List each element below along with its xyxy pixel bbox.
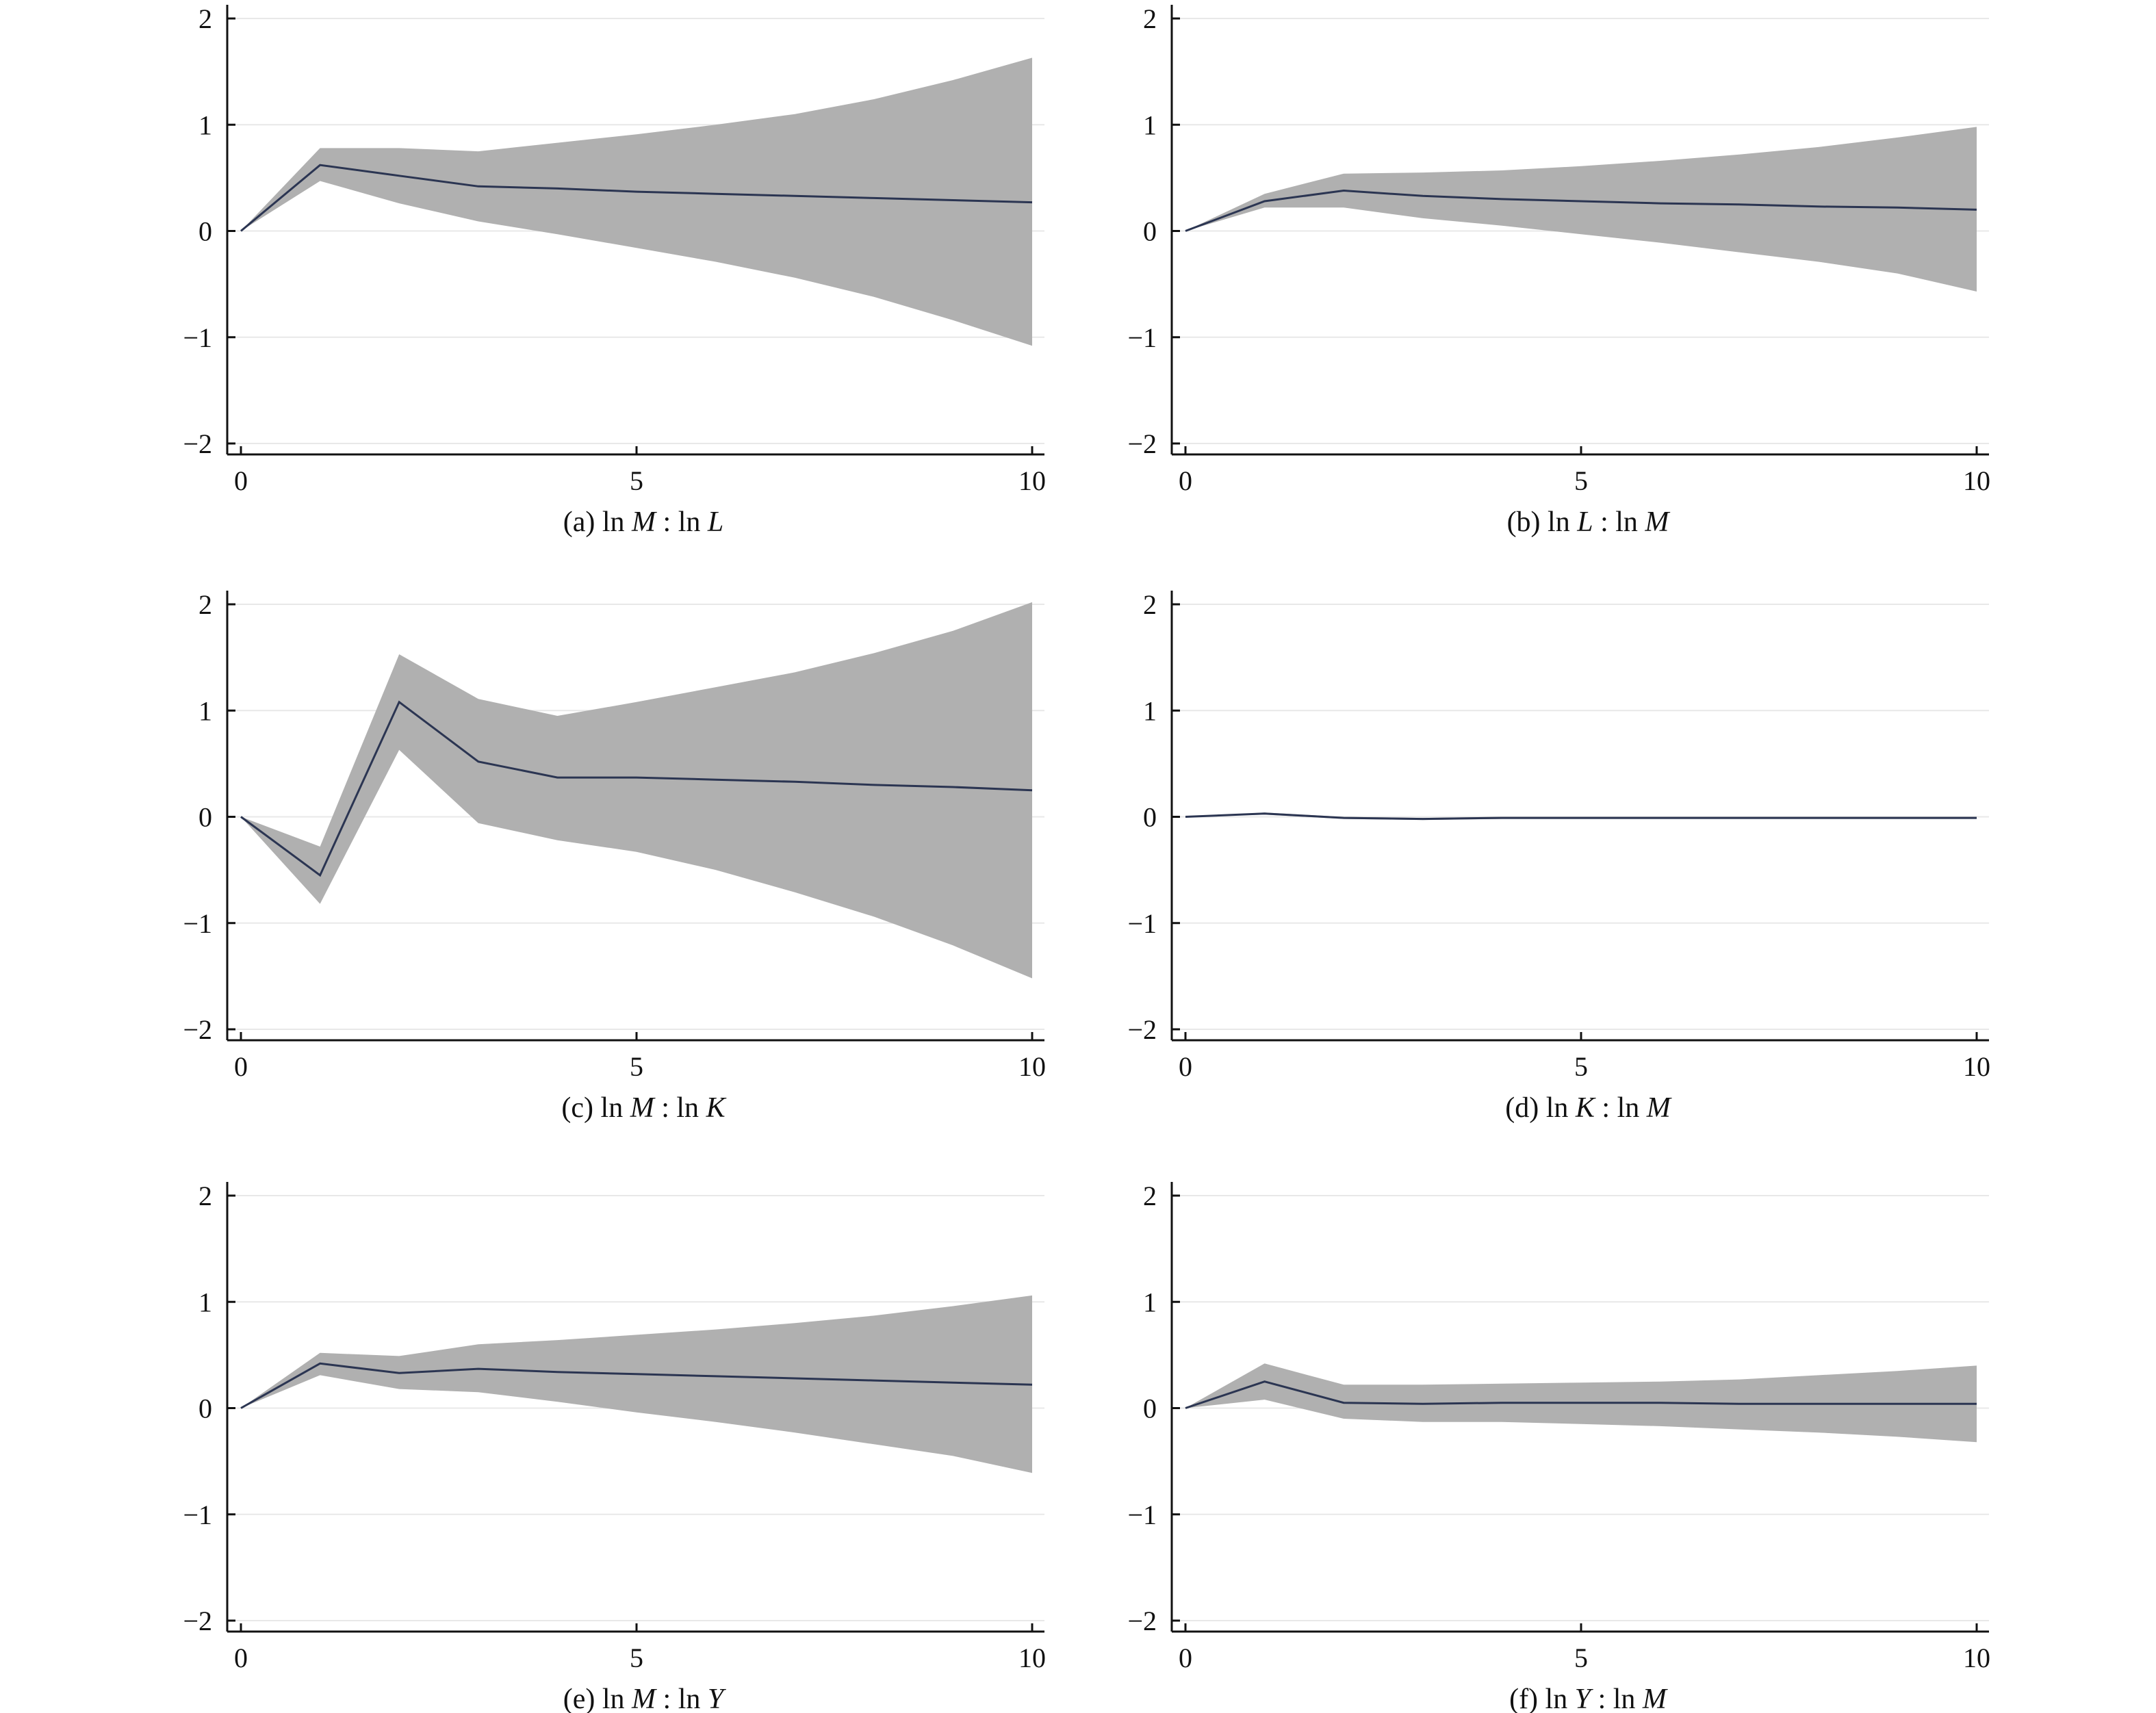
y-tick-label: −2 bbox=[183, 428, 212, 459]
y-tick-label: 2 bbox=[198, 1181, 212, 1211]
x-tick-label: 5 bbox=[1574, 1643, 1588, 1673]
confidence-band bbox=[241, 602, 1032, 979]
chart-panel-e: 210−1−20 5 10(e) ln M : ln Y bbox=[183, 1181, 1046, 1713]
y-tick-label: −2 bbox=[1127, 1606, 1157, 1636]
caption-prefix: (f) ln bbox=[1509, 1684, 1575, 1713]
caption-sep: : ln bbox=[656, 506, 708, 538]
y-tick-label: 1 bbox=[198, 110, 212, 140]
confidence-band bbox=[1185, 127, 1977, 292]
panel-caption: (d) ln K : ln M bbox=[1505, 1092, 1672, 1124]
x-tick-label: 10 bbox=[1963, 1643, 1990, 1673]
caption-var1: L bbox=[1576, 506, 1593, 538]
chart-panel-c: 210−1−20 5 10(c) ln M : ln K bbox=[183, 589, 1046, 1124]
x-tick-label: 10 bbox=[1018, 1051, 1046, 1082]
x-tick-label: 5 bbox=[1574, 465, 1588, 496]
caption-var2: K bbox=[706, 1092, 727, 1124]
y-tick-label: 0 bbox=[198, 802, 212, 833]
x-tick-label: 5 bbox=[630, 1643, 643, 1673]
response-line bbox=[240, 700, 1033, 877]
caption-sep: : ln bbox=[1591, 1684, 1643, 1713]
y-tick-label: −1 bbox=[1127, 322, 1157, 353]
caption-var1: K bbox=[1575, 1092, 1596, 1124]
chart-panel-a: 210−1−20 5 10(a) ln M : ln L bbox=[183, 3, 1046, 538]
chart-panel-d: 210−1−20 5 10(d) ln K : ln M bbox=[1127, 589, 1990, 1124]
y-tick-label: 2 bbox=[198, 3, 212, 34]
caption-var2: M bbox=[1646, 1092, 1672, 1124]
y-tick-label: −1 bbox=[1127, 1499, 1157, 1530]
response-line bbox=[1185, 189, 1977, 232]
x-tick-label: 0 bbox=[1179, 1643, 1192, 1673]
confidence-band bbox=[241, 57, 1032, 346]
y-tick-label: −2 bbox=[183, 1606, 212, 1636]
chart-panel-f: 210−1−20 5 10(f) ln Y : ln M bbox=[1127, 1181, 1990, 1713]
y-tick-label: 2 bbox=[1143, 3, 1157, 34]
y-tick-label: 0 bbox=[1143, 216, 1157, 247]
caption-var1: Y bbox=[1575, 1684, 1594, 1713]
x-tick-label: 0 bbox=[234, 1051, 248, 1082]
caption-prefix: (c) ln bbox=[561, 1092, 630, 1124]
y-tick-label: 2 bbox=[1143, 1181, 1157, 1211]
caption-var1: M bbox=[630, 1092, 656, 1124]
y-tick-label: −1 bbox=[1127, 908, 1157, 939]
caption-prefix: (d) ln bbox=[1505, 1092, 1576, 1124]
panel-caption: (b) ln L : ln M bbox=[1507, 506, 1671, 538]
x-tick-label: 10 bbox=[1963, 465, 1990, 496]
response-line bbox=[1185, 1380, 1977, 1409]
y-tick-label: 1 bbox=[1143, 1287, 1157, 1317]
y-tick-label: 1 bbox=[198, 695, 212, 726]
caption-var2: L bbox=[707, 506, 723, 538]
x-tick-label: 10 bbox=[1018, 465, 1046, 496]
caption-prefix: (a) ln bbox=[563, 506, 632, 538]
x-tick-label: 5 bbox=[630, 1051, 643, 1082]
x-tick-label: 5 bbox=[630, 465, 643, 496]
panel-caption: (c) ln M : ln K bbox=[561, 1092, 726, 1124]
x-tick-label: 5 bbox=[1574, 1051, 1588, 1082]
confidence-band bbox=[241, 1295, 1032, 1473]
y-tick-label: −2 bbox=[183, 1014, 212, 1045]
y-tick-label: 0 bbox=[198, 1393, 212, 1424]
x-tick-label: 0 bbox=[1179, 1051, 1192, 1082]
chart-panel-b: 210−1−20 5 10(b) ln L : ln M bbox=[1127, 3, 1990, 538]
y-tick-label: 0 bbox=[198, 216, 212, 247]
caption-var1: M bbox=[631, 506, 657, 538]
caption-var2: M bbox=[1644, 506, 1670, 538]
y-tick-label: 0 bbox=[1143, 802, 1157, 833]
y-tick-label: 1 bbox=[198, 1287, 212, 1317]
panel-caption: (f) ln Y : ln M bbox=[1509, 1684, 1668, 1713]
x-tick-label: 0 bbox=[1179, 465, 1192, 496]
caption-prefix: (e) ln bbox=[563, 1684, 632, 1713]
caption-sep: : ln bbox=[654, 1092, 706, 1124]
caption-sep: : ln bbox=[656, 1684, 708, 1713]
panel-caption: (e) ln M : ln Y bbox=[563, 1684, 727, 1713]
caption-sep: : ln bbox=[1595, 1092, 1647, 1124]
panel-caption: (a) ln M : ln L bbox=[563, 506, 724, 538]
y-tick-label: 0 bbox=[1143, 1393, 1157, 1424]
y-tick-label: 1 bbox=[1143, 695, 1157, 726]
y-tick-label: 1 bbox=[1143, 110, 1157, 140]
y-tick-label: −2 bbox=[1127, 428, 1157, 459]
x-tick-label: 10 bbox=[1018, 1643, 1046, 1673]
x-tick-label: 0 bbox=[234, 1643, 248, 1673]
x-tick-label: 0 bbox=[234, 465, 248, 496]
caption-var2: M bbox=[1642, 1684, 1668, 1713]
y-tick-label: −2 bbox=[1127, 1014, 1157, 1045]
caption-prefix: (b) ln bbox=[1507, 506, 1578, 538]
y-tick-label: 2 bbox=[198, 589, 212, 620]
y-tick-label: −1 bbox=[183, 322, 212, 353]
caption-var1: M bbox=[631, 1684, 657, 1713]
x-tick-label: 10 bbox=[1963, 1051, 1990, 1082]
response-line bbox=[1185, 812, 1977, 821]
caption-var2: Y bbox=[708, 1684, 727, 1713]
y-tick-label: 2 bbox=[1143, 589, 1157, 620]
response-line bbox=[240, 164, 1033, 232]
y-tick-label: −1 bbox=[183, 1499, 212, 1530]
response-line bbox=[240, 1362, 1033, 1409]
caption-sep: : ln bbox=[1593, 506, 1645, 538]
y-tick-label: −1 bbox=[183, 908, 212, 939]
